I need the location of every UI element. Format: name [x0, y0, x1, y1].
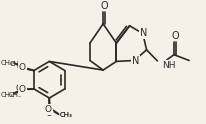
Text: N: N — [131, 56, 138, 66]
Text: O: O — [19, 85, 26, 94]
Text: O: O — [16, 63, 23, 72]
Text: O: O — [45, 105, 52, 114]
Text: O: O — [15, 84, 22, 93]
Text: CH₃: CH₃ — [0, 60, 13, 66]
Text: O: O — [100, 1, 107, 11]
Text: O: O — [46, 109, 53, 118]
Text: CH₃: CH₃ — [0, 92, 13, 98]
Text: CH₃: CH₃ — [59, 112, 72, 118]
Text: CH₃: CH₃ — [9, 61, 22, 67]
Text: CH₃: CH₃ — [8, 92, 21, 98]
Text: CH₃: CH₃ — [59, 112, 72, 118]
Text: O: O — [170, 31, 178, 41]
Text: O: O — [19, 63, 26, 72]
Text: N: N — [139, 28, 147, 38]
Text: NH: NH — [161, 61, 174, 70]
